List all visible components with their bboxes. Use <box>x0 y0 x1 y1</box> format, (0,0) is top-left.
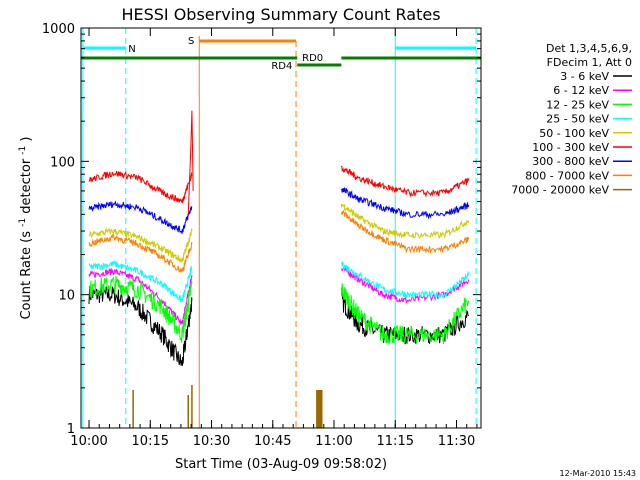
x-tick-label-4: 11:00 <box>315 434 352 449</box>
night-label: N <box>128 44 135 55</box>
series-lines <box>88 110 470 366</box>
series-line-5-1 <box>340 165 470 198</box>
legend-label-1: 6 - 12 keV <box>553 84 609 97</box>
legend-label-2: 12 - 25 keV <box>546 98 609 111</box>
legend-header-1: Det 1,3,4,5,6,9, <box>546 42 632 55</box>
observing-overlays: N S RD0 RD4 <box>81 28 481 428</box>
y-tick-label-0: 1 <box>67 422 75 437</box>
series-line-6-1 <box>340 186 470 220</box>
series-line-2-0 <box>88 275 193 343</box>
legend-label-6: 300 - 800 keV <box>532 155 609 168</box>
chart-title: HESSI Observing Summary Count Rates <box>121 5 440 24</box>
series-line-3-0 <box>88 259 193 303</box>
x-tick-label-5: 11:15 <box>377 434 414 449</box>
legend-label-3: 25 - 50 keV <box>546 113 609 126</box>
x-tick-label-0: 10:00 <box>70 434 107 449</box>
legend-label-8: 7000 - 20000 keV <box>511 184 609 197</box>
saa-label: S <box>188 36 194 47</box>
rd0-label: RD0 <box>302 53 323 64</box>
y-axis-label-mid: detector <box>19 158 34 214</box>
legend-label-7: 800 - 7000 keV <box>525 169 609 182</box>
series-line-1-0 <box>88 268 193 325</box>
x-tick-label-6: 11:30 <box>438 434 475 449</box>
y-axis-label-sup2: -1 <box>18 146 28 155</box>
y-axis-label: Count Rate (s -1 detector -1 ) <box>14 136 34 319</box>
series-line-0-0 <box>88 286 193 366</box>
legend-label-4: 50 - 100 keV <box>539 127 609 140</box>
series-line-3-1 <box>340 261 470 300</box>
legend-header-2: FDecim 1, Att 0 <box>547 56 632 69</box>
x-tick-label-1: 10:15 <box>132 434 169 449</box>
y-axis-ticks: 1 10 100 1000 <box>42 22 481 437</box>
x-axis-label: Start Time (03-Aug-09 09:58:02) <box>175 457 387 472</box>
y-axis-label-end: ) <box>19 136 34 141</box>
legend-label-5: 100 - 300 keV <box>532 141 609 154</box>
y-tick-label-3: 1000 <box>42 22 75 37</box>
rd4-label: RD4 <box>271 61 292 72</box>
x-tick-label-2: 10:30 <box>193 434 230 449</box>
x-axis-ticks: 10:00 10:15 10:30 10:45 11:00 11:15 11:30 <box>70 28 478 449</box>
series-line-4-1 <box>340 203 470 240</box>
y-tick-label-2: 100 <box>50 155 75 170</box>
plot-frame <box>80 27 482 429</box>
series-line-4-0 <box>88 227 193 263</box>
series-line-7-0 <box>88 233 193 273</box>
timestamp: 12-Mar-2010 15:43 <box>560 469 637 478</box>
x-tick-label-3: 10:45 <box>254 434 291 449</box>
legend: Det 1,3,4,5,6,9,FDecim 1, Att 03 - 6 keV… <box>511 42 632 197</box>
series-line-2-1 <box>340 283 470 345</box>
legend-label-0: 3 - 6 keV <box>560 70 609 83</box>
series-line-6-0 <box>88 200 193 234</box>
axes <box>80 27 482 429</box>
series-line-5-0 <box>88 170 193 204</box>
y-axis-label-main: Count Rate (s <box>19 231 34 320</box>
y-tick-label-1: 10 <box>58 289 75 304</box>
flare-spike <box>187 110 194 215</box>
series-line-7-1 <box>340 210 470 254</box>
y-axis-label-sup1: -1 <box>18 218 28 227</box>
